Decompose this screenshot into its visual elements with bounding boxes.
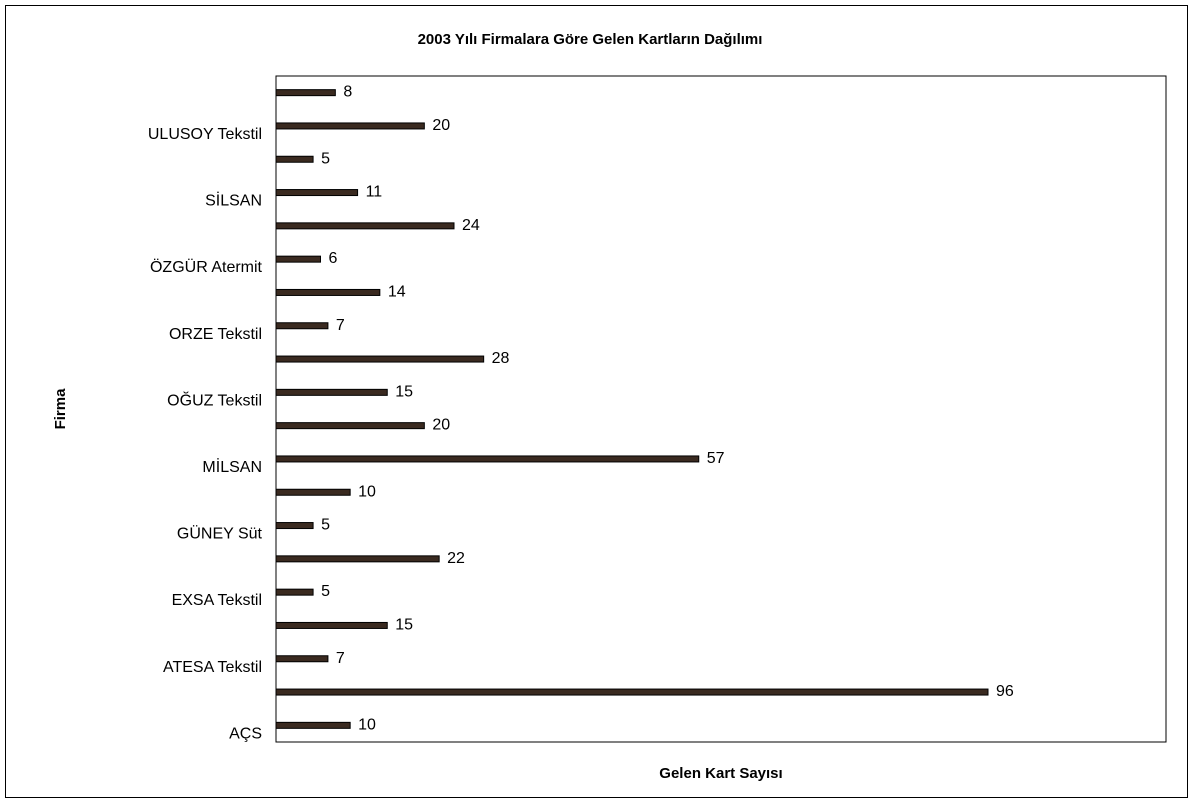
y-tick-label: GÜNEY Süt — [177, 525, 263, 543]
bar — [275, 688, 989, 696]
plot-area — [275, 75, 1167, 743]
y-tick-label: ORZE Tekstil — [169, 326, 262, 343]
bar — [275, 288, 381, 296]
y-tick-label: MİLSAN — [202, 457, 262, 476]
bar — [275, 322, 329, 330]
bar — [275, 122, 425, 130]
data-label: 15 — [395, 616, 413, 633]
chart-frame: 2003 Yılı Firmalara Göre Gelen Kartların… — [5, 5, 1188, 798]
data-label: 5 — [321, 150, 330, 167]
y-tick-label: SİLSAN — [205, 191, 262, 210]
data-label: 57 — [707, 450, 725, 467]
x-axis-label: Gelen Kart Sayısı — [659, 765, 782, 782]
data-label: 28 — [492, 350, 510, 367]
bar — [275, 655, 329, 663]
y-tick-label: ÖZGÜR Atermit — [150, 258, 263, 276]
data-label: 24 — [462, 217, 480, 234]
bar-chart: 2003 Yılı Firmalara Göre Gelen Kartların… — [52, 31, 1167, 782]
data-label: 10 — [358, 716, 376, 733]
y-axis-label: Firma — [52, 388, 69, 430]
bar — [275, 422, 425, 430]
data-label: 20 — [432, 417, 450, 434]
data-label: 6 — [329, 250, 338, 267]
bar — [275, 355, 485, 363]
bar — [275, 388, 388, 396]
data-label: 10 — [358, 483, 376, 500]
data-label: 22 — [447, 550, 465, 567]
data-label: 5 — [321, 583, 330, 600]
bar — [275, 555, 440, 563]
y-tick-label: ATESA Tekstil — [163, 659, 262, 676]
bar — [275, 621, 388, 629]
data-label: 5 — [321, 517, 330, 534]
data-label: 8 — [343, 84, 352, 101]
data-label: 20 — [432, 117, 450, 134]
category-axis: AÇS ATESA Tekstil EXSA Tekstil GÜNEY Süt MİL… — [148, 126, 263, 742]
y-tick-label: EXSA Tekstil — [172, 592, 262, 609]
bar — [275, 255, 321, 263]
data-labels: 10 96 7 15 5 22 5 10 57 20 15 28 7 14 6 24 11 5 20 8 — [321, 84, 1014, 734]
bar — [275, 721, 351, 729]
bar — [275, 522, 314, 530]
bar — [275, 588, 314, 596]
data-label: 11 — [366, 184, 383, 201]
data-label: 7 — [336, 650, 345, 667]
y-tick-label: ULUSOY Tekstil — [148, 126, 262, 143]
bar — [275, 155, 314, 163]
bar — [275, 89, 336, 97]
data-label: 14 — [388, 283, 406, 300]
y-tick-label: AÇS — [229, 725, 262, 742]
bar — [275, 488, 351, 496]
y-tick-label: OĞUZ Tekstil — [167, 390, 262, 409]
data-label: 15 — [395, 383, 413, 400]
chart-title: 2003 Yılı Firmalara Göre Gelen Kartların… — [418, 31, 763, 48]
bar-series — [275, 89, 989, 729]
bar — [275, 189, 359, 197]
bar — [275, 455, 700, 463]
data-label: 96 — [996, 683, 1014, 700]
bar — [275, 222, 455, 230]
data-label: 7 — [336, 317, 345, 334]
